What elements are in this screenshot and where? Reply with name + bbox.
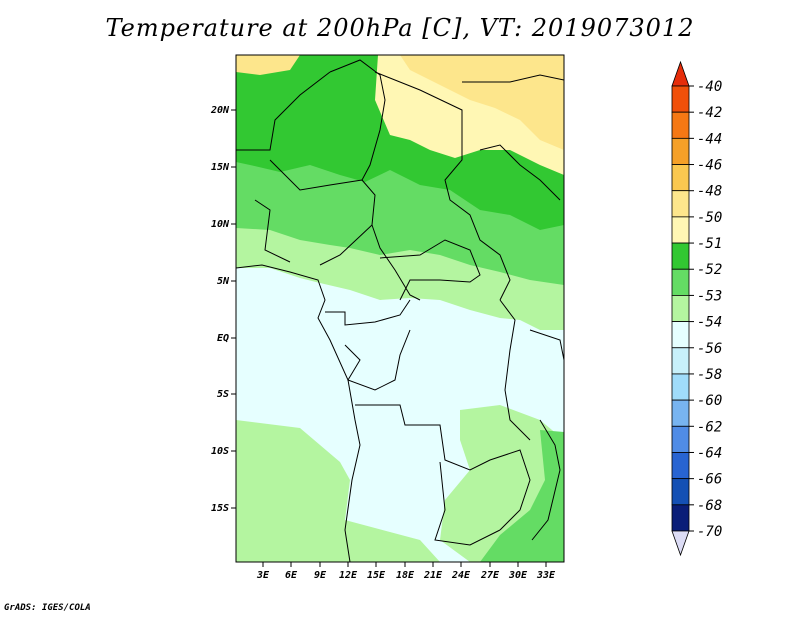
colorbar-label: -50 xyxy=(697,210,722,226)
colorbar-swatch xyxy=(671,347,690,375)
lon-label: 27E xyxy=(480,570,500,581)
map-frame xyxy=(235,54,565,563)
colorbar-swatch xyxy=(671,399,690,427)
lat-label: 5S xyxy=(217,389,229,400)
colorbar-label: -66 xyxy=(697,472,722,488)
colorbar-label: -46 xyxy=(697,158,722,174)
colorbar-swatch xyxy=(671,321,690,349)
lon-label: 33E xyxy=(536,570,556,581)
colorbar-label: -60 xyxy=(697,393,722,409)
colorbar-labels: -40 -42 -44 -46 -48 -50 -51 -52 -53 -54 -56 -58 -60 -… xyxy=(689,79,722,540)
lon-label: 24E xyxy=(451,570,471,581)
colorbar xyxy=(671,60,690,557)
field-band-52-53-south xyxy=(480,430,564,562)
lat-label: 10S xyxy=(211,446,229,457)
lon-label: 18E xyxy=(396,570,415,581)
colorbar-label: -70 xyxy=(697,524,722,540)
lon-label: 3E xyxy=(256,570,270,581)
colorbar-swatch xyxy=(671,111,690,139)
field-band-warm-north xyxy=(236,55,300,75)
colorbar-label: -52 xyxy=(697,262,722,278)
colorbar-label: -53 xyxy=(697,288,722,304)
colorbar-swatch xyxy=(671,190,690,218)
lat-label: EQ xyxy=(217,333,229,344)
lon-label: 6E xyxy=(285,570,298,581)
country-borders xyxy=(236,59,564,562)
lon-label: 15E xyxy=(367,570,386,581)
colorbar-label: -58 xyxy=(697,367,722,383)
colorbar-label: -48 xyxy=(697,184,722,200)
colorbar-label: -56 xyxy=(697,341,722,357)
colorbar-label: -42 xyxy=(697,105,722,121)
temperature-field xyxy=(236,55,564,562)
lon-label: 12E xyxy=(339,570,358,581)
colorbar-label: -44 xyxy=(697,131,722,147)
colorbar-swatch xyxy=(671,478,690,506)
colorbar-swatch xyxy=(671,85,690,113)
colorbar-label: -51 xyxy=(697,236,722,252)
axis-ticks xyxy=(231,109,547,567)
colorbar-label: -64 xyxy=(697,445,722,461)
colorbar-swatch xyxy=(671,452,690,480)
longitude-labels: 3E 6E 9E 12E 15E 18E 21E 24E 27E 30E 33E xyxy=(256,570,556,581)
colorbar-swatch xyxy=(671,373,690,401)
colorbar-label: -54 xyxy=(697,315,722,331)
lat-label: 15N xyxy=(211,162,230,173)
grads-credit: GrADS: IGES/COLA xyxy=(4,603,91,613)
lon-label: 9E xyxy=(314,570,327,581)
colorbar-label: -68 xyxy=(697,498,722,514)
lat-label: 20N xyxy=(210,105,230,116)
lat-label: 5N xyxy=(217,276,230,287)
colorbar-swatch xyxy=(671,164,690,192)
lon-label: 30E xyxy=(508,570,528,581)
colorbar-label: -62 xyxy=(697,419,722,435)
colorbar-bottom-triangle xyxy=(671,530,690,557)
colorbar-label: -40 xyxy=(697,79,722,95)
latitude-labels: 20N 15N 10N 5N EQ 5S 10S 15S xyxy=(210,105,230,514)
lon-label: 21E xyxy=(423,570,443,581)
colorbar-top-triangle xyxy=(671,60,690,87)
field-band-53-54-south xyxy=(236,420,440,562)
chart-title: Temperature at 200hPa [C], VT: 201907301… xyxy=(105,14,695,42)
colorbar-swatch xyxy=(671,504,690,532)
colorbar-swatch xyxy=(671,137,690,165)
lat-label: 15S xyxy=(211,503,229,514)
colorbar-swatch xyxy=(671,242,690,270)
colorbar-swatch xyxy=(671,295,690,322)
colorbar-swatch xyxy=(671,216,690,244)
colorbar-swatch xyxy=(671,425,690,453)
lat-label: 10N xyxy=(211,219,230,230)
colorbar-swatch xyxy=(671,268,690,296)
